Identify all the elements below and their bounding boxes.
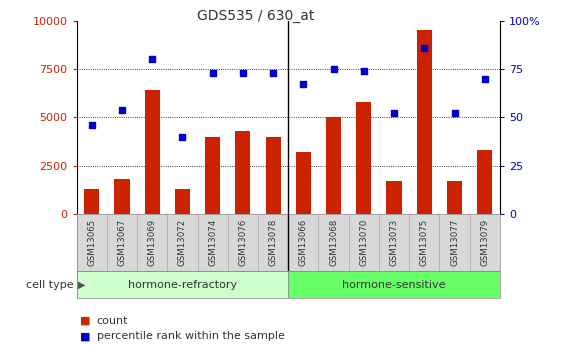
Point [420,45,429,50]
Text: GSM13072: GSM13072 [178,218,187,266]
Text: cell type: cell type [26,280,74,289]
Text: GSM13065: GSM13065 [87,218,97,266]
Text: GSM13076: GSM13076 [239,218,248,266]
Bar [235,131,250,214]
Text: ■: ■ [80,316,90,326]
Point [480,76,489,81]
Point [299,82,308,87]
Point [269,70,278,76]
Text: percentile rank within the sample: percentile rank within the sample [97,332,285,341]
Text: GDS535 / 630_at: GDS535 / 630_at [197,9,314,23]
Text: GSM13068: GSM13068 [329,218,338,266]
Text: hormone-refractory: hormone-refractory [128,280,237,289]
Text: GSM13078: GSM13078 [269,218,278,266]
Bar [175,189,190,214]
Text: GSM13067: GSM13067 [118,218,127,266]
Bar [288,271,500,298]
Bar [296,152,311,214]
Point [239,70,248,76]
Text: count: count [97,316,128,326]
Bar [477,150,492,214]
Bar [417,30,432,214]
Text: GSM13079: GSM13079 [480,218,489,266]
Bar [145,90,160,214]
Point [148,57,157,62]
Point [390,111,399,116]
Bar [326,117,341,214]
Text: GSM13066: GSM13066 [299,218,308,266]
Bar [386,181,402,214]
Bar [115,179,130,214]
Text: GSM13070: GSM13070 [360,218,368,266]
Text: GSM13069: GSM13069 [148,218,157,266]
Point [118,107,127,112]
Bar [205,137,220,214]
Text: GSM13075: GSM13075 [420,218,429,266]
Text: GSM13073: GSM13073 [390,218,399,266]
Point [87,122,97,128]
Text: ■: ■ [80,332,90,341]
Bar [77,271,288,298]
Text: ▶: ▶ [78,280,85,289]
Bar [356,102,371,214]
Point [360,68,369,74]
Point [178,134,187,139]
Bar [447,181,462,214]
Point [450,111,459,116]
Bar [84,189,99,214]
Point [208,70,217,76]
Text: GSM13077: GSM13077 [450,218,459,266]
Bar [266,137,281,214]
Text: hormone-sensitive: hormone-sensitive [343,280,446,289]
Text: GSM13074: GSM13074 [208,218,217,266]
Point [329,66,338,72]
